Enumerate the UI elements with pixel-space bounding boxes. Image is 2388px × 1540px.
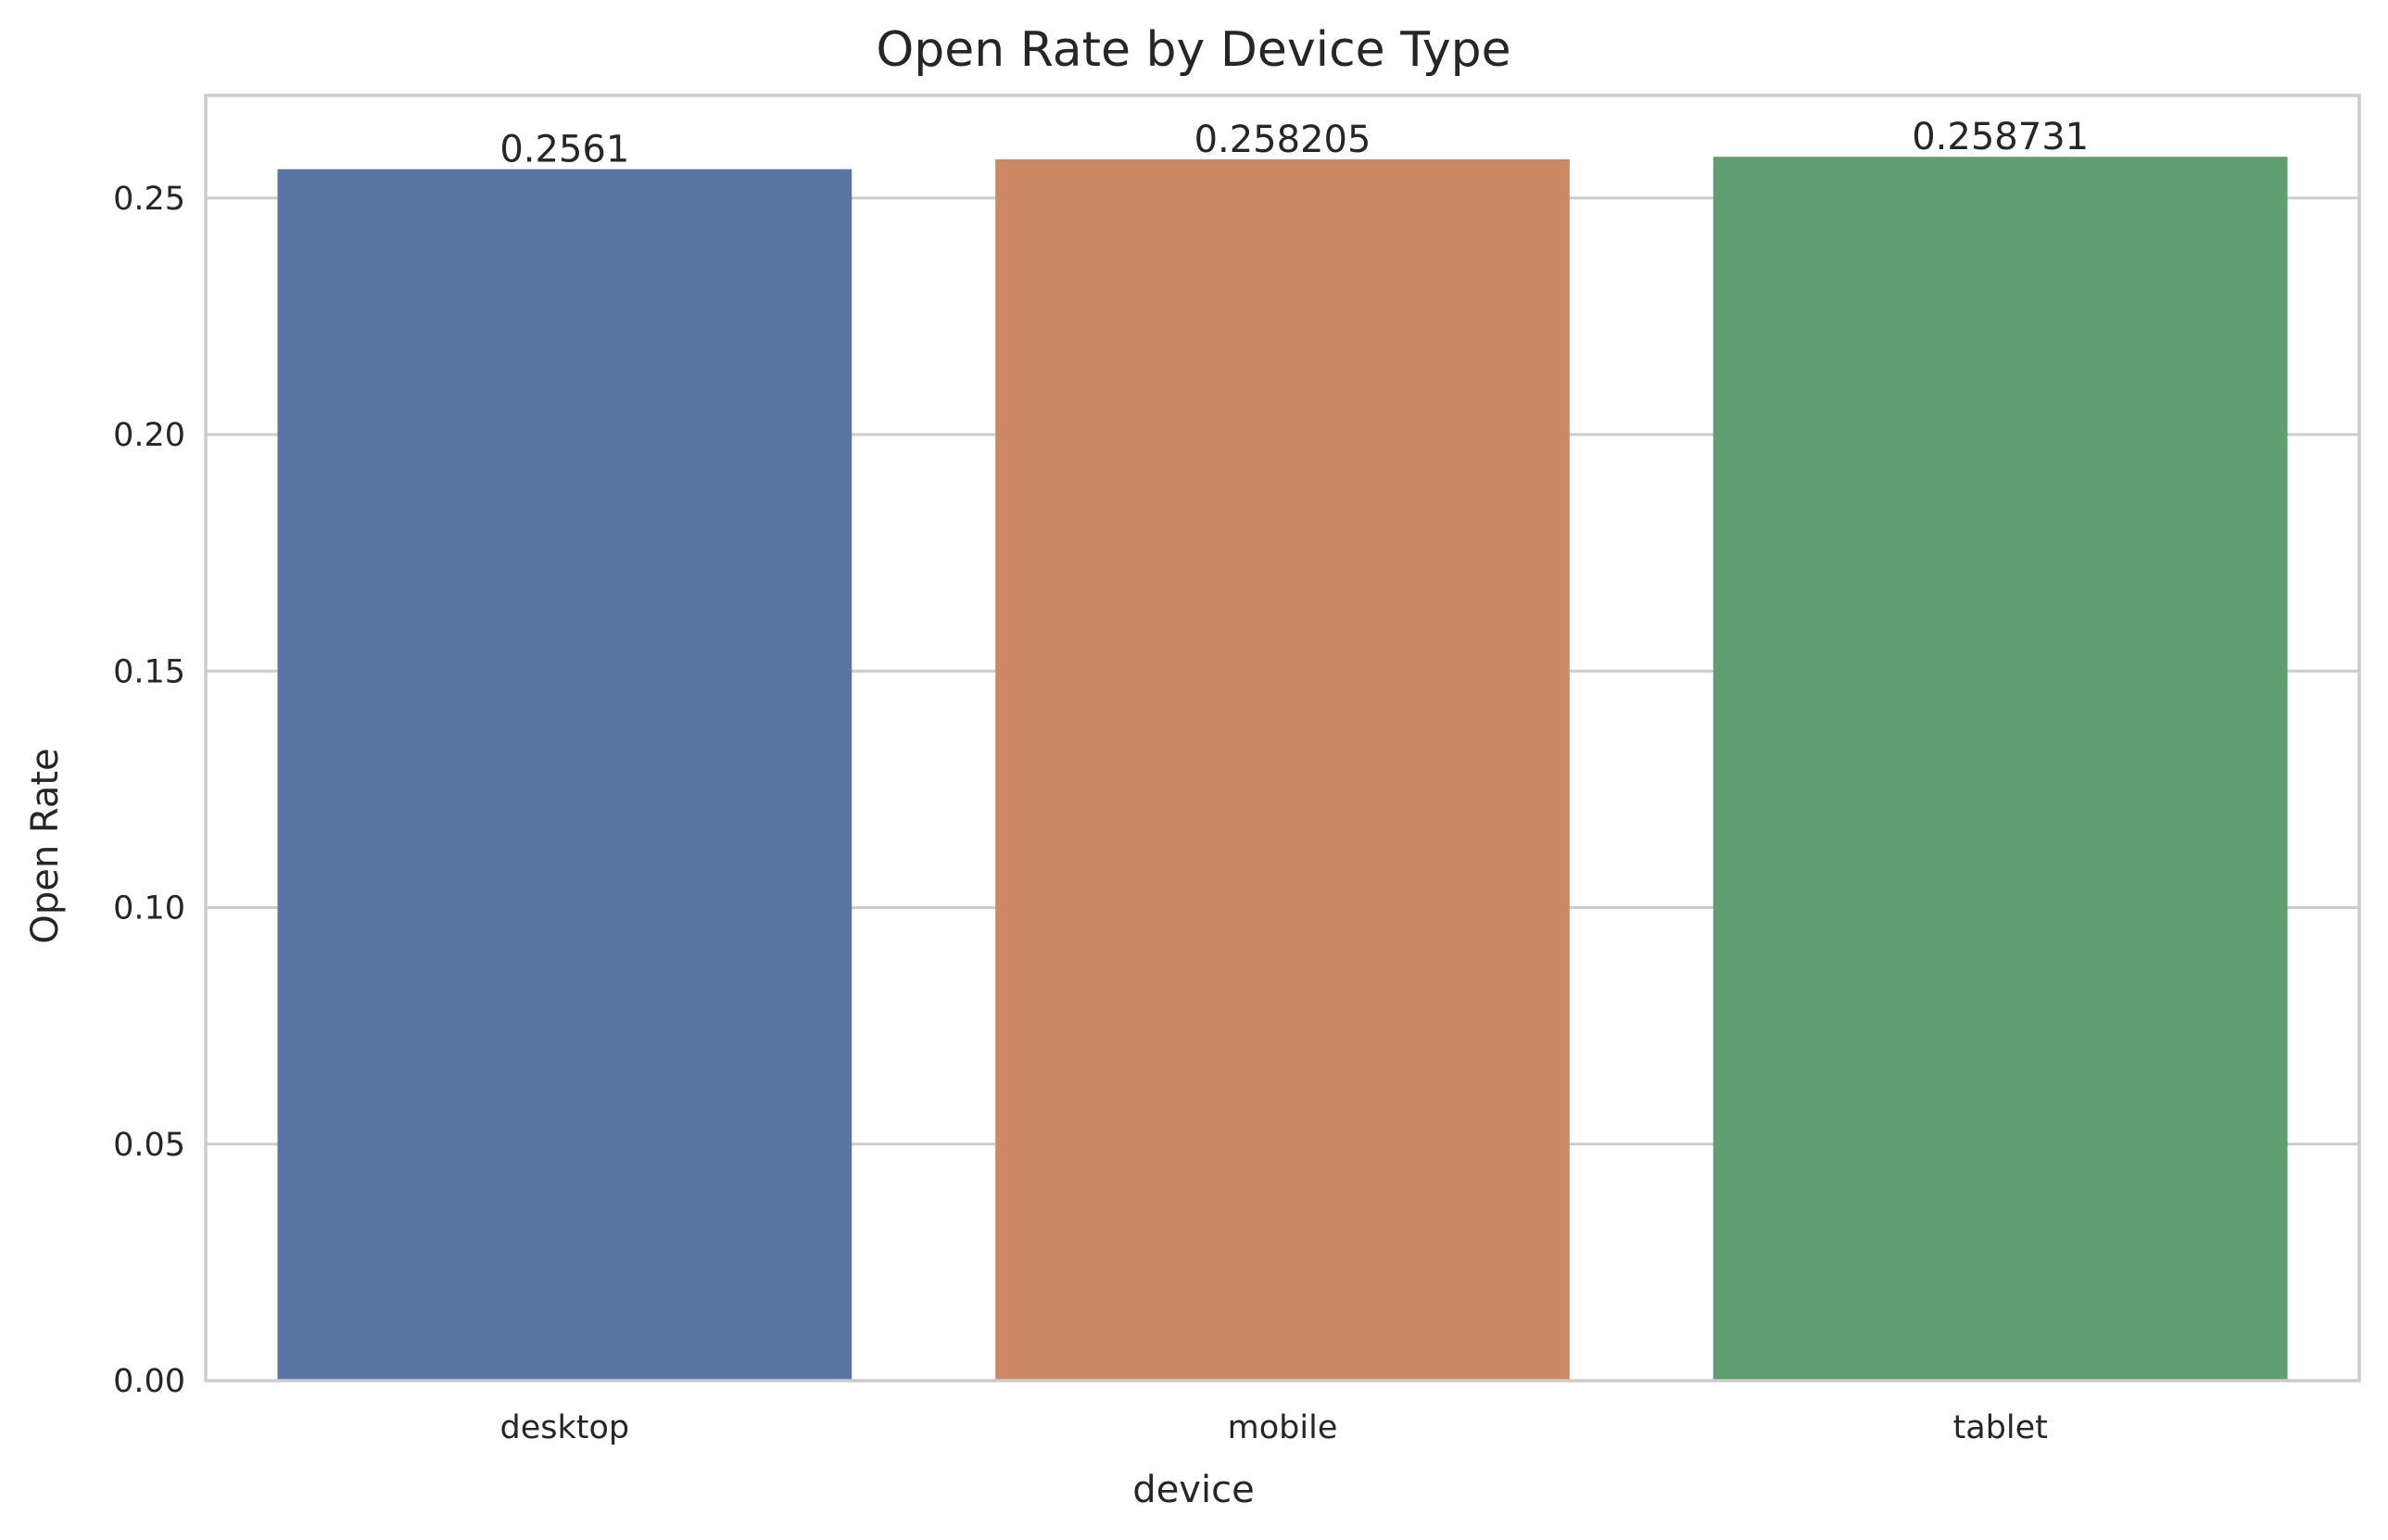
bars <box>277 157 2288 1382</box>
bar-value-label: 0.258731 <box>1912 116 2089 158</box>
plot-frame <box>204 94 2361 1382</box>
bar-value-label: 0.258205 <box>1194 119 1371 161</box>
data-labels: 0.2561 0.258205 0.258731 <box>499 116 2089 170</box>
x-tick-label: mobile <box>1228 1409 1338 1446</box>
y-tick-label: 0.15 <box>113 653 185 690</box>
bar-value-label: 0.2561 <box>499 129 629 171</box>
y-tick-label: 0.10 <box>113 890 185 928</box>
y-axis-ticks: 0.00 0.05 0.10 0.15 0.20 0.25 <box>113 181 185 1400</box>
y-tick-label: 0.05 <box>113 1127 185 1164</box>
chart-title: Open Rate by Device Type <box>876 22 1510 78</box>
bar-mobile <box>995 158 1570 1381</box>
y-axis-label: Open Rate <box>24 748 67 943</box>
bar-tablet <box>1712 157 2288 1382</box>
y-tick-label: 0.20 <box>113 417 185 454</box>
x-axis-label: device <box>1132 1469 1254 1511</box>
y-tick-label: 0.25 <box>113 181 185 218</box>
x-tick-label: desktop <box>500 1409 630 1446</box>
x-tick-label: tablet <box>1952 1409 2047 1446</box>
x-axis-ticks: desktop mobile tablet <box>500 1409 2048 1446</box>
bar-desktop <box>277 169 853 1382</box>
y-tick-label: 0.00 <box>113 1363 185 1400</box>
